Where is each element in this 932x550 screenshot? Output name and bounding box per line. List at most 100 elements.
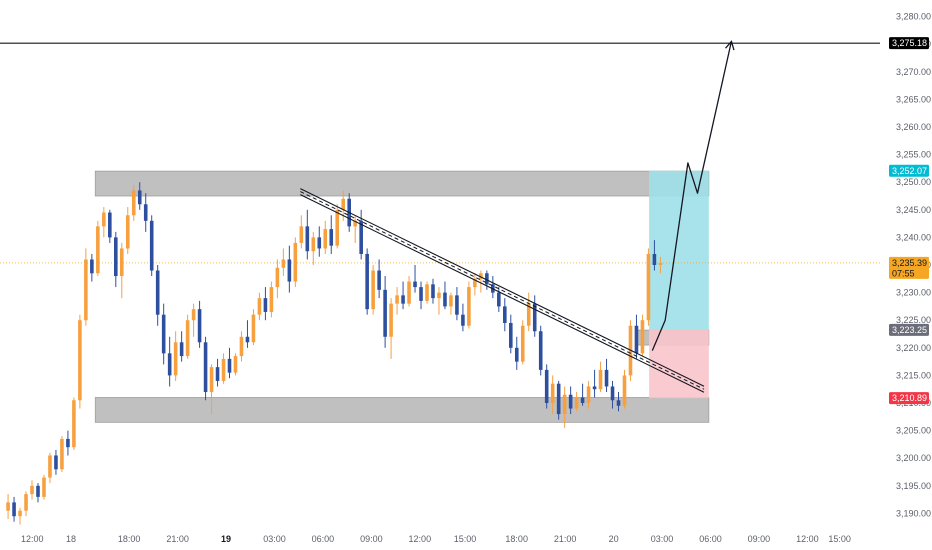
candle[interactable] (443, 281, 447, 310)
candle[interactable] (275, 259, 280, 299)
candle[interactable] (48, 452, 52, 484)
candle[interactable] (54, 449, 58, 475)
trendline-layer[interactable] (300, 188, 705, 393)
candle[interactable] (24, 491, 28, 517)
candle[interactable] (179, 331, 184, 362)
candle[interactable] (419, 281, 423, 310)
candle[interactable] (119, 242, 124, 299)
candle[interactable] (365, 248, 369, 315)
candle[interactable] (532, 295, 537, 337)
candle[interactable] (580, 383, 585, 406)
candle[interactable] (251, 309, 256, 346)
candle[interactable] (221, 353, 226, 384)
candle[interactable] (431, 278, 435, 304)
candle[interactable] (299, 215, 304, 249)
candle[interactable] (114, 231, 118, 288)
candle[interactable] (622, 369, 627, 409)
candle[interactable] (616, 391, 621, 412)
candle[interactable] (281, 248, 286, 277)
candle[interactable] (149, 215, 154, 277)
candle[interactable] (293, 237, 298, 288)
projection-path-layer[interactable] (651, 40, 735, 351)
candle[interactable] (245, 320, 250, 348)
candle[interactable] (108, 209, 112, 243)
candle[interactable] (473, 273, 477, 296)
trendline-lower[interactable] (300, 194, 705, 393)
candle[interactable] (161, 303, 166, 365)
candle[interactable] (173, 331, 178, 381)
candle[interactable] (407, 276, 411, 307)
candle[interactable] (437, 287, 441, 315)
candle[interactable] (449, 292, 453, 315)
candle[interactable] (78, 314, 82, 409)
candle[interactable] (167, 336, 172, 387)
candle[interactable] (371, 265, 375, 315)
candle[interactable] (598, 361, 603, 392)
candle[interactable] (287, 245, 292, 293)
candle[interactable] (197, 300, 202, 348)
candle[interactable] (66, 430, 70, 456)
candle[interactable] (640, 314, 645, 357)
candle[interactable] (96, 220, 100, 277)
candle[interactable] (323, 220, 328, 254)
candle[interactable] (227, 347, 232, 379)
candle[interactable] (556, 380, 561, 420)
candle[interactable] (317, 226, 322, 257)
candle[interactable] (604, 358, 609, 392)
candle[interactable] (30, 480, 34, 500)
candle[interactable] (335, 204, 340, 249)
candle[interactable] (503, 298, 507, 332)
time-axis[interactable]: 12:00 18 18:00 21:00 19 03:00 06:00 09:00 12:00 1… (21, 534, 851, 544)
candle[interactable] (634, 314, 639, 359)
candle[interactable] (311, 231, 316, 265)
candle[interactable] (586, 380, 591, 409)
candle[interactable] (239, 331, 244, 362)
trendline-upper[interactable] (300, 188, 705, 387)
candle[interactable] (233, 353, 238, 376)
candle[interactable] (203, 336, 208, 401)
candle[interactable] (12, 496, 16, 522)
candle[interactable] (131, 184, 136, 221)
candle[interactable] (479, 270, 483, 293)
candle[interactable] (574, 391, 579, 412)
candle[interactable] (60, 436, 64, 473)
candle[interactable] (18, 507, 22, 525)
candle[interactable] (592, 369, 597, 398)
candle[interactable] (455, 287, 459, 321)
candle[interactable] (125, 207, 130, 254)
candle[interactable] (329, 215, 334, 254)
candle[interactable] (90, 253, 94, 282)
candle[interactable] (526, 292, 531, 332)
candle[interactable] (263, 287, 268, 321)
candle[interactable] (215, 358, 220, 387)
candle[interactable] (562, 386, 567, 428)
candle[interactable] (467, 281, 471, 329)
candle[interactable] (305, 209, 310, 260)
candle[interactable] (544, 364, 549, 409)
trendline-center[interactable] (300, 191, 705, 390)
candle[interactable] (143, 193, 148, 232)
candle[interactable] (508, 314, 513, 354)
candle[interactable] (102, 207, 106, 238)
candle[interactable] (209, 364, 214, 415)
candle[interactable] (42, 474, 46, 500)
candle[interactable] (191, 303, 196, 337)
candle[interactable] (72, 397, 76, 450)
profit-area[interactable] (649, 170, 709, 330)
candle[interactable] (383, 276, 387, 348)
candle[interactable] (425, 281, 429, 304)
candle[interactable] (514, 336, 519, 370)
candle[interactable] (568, 386, 573, 415)
candle[interactable] (84, 248, 88, 326)
candle[interactable] (155, 265, 160, 326)
candle[interactable] (461, 303, 465, 332)
candle[interactable] (652, 240, 657, 271)
candle[interactable] (257, 292, 262, 321)
candle[interactable] (389, 298, 393, 359)
candle[interactable] (538, 325, 543, 376)
candle[interactable] (520, 320, 525, 365)
candle[interactable] (550, 375, 555, 415)
candle[interactable] (413, 265, 417, 293)
projection-path[interactable] (651, 41, 733, 351)
